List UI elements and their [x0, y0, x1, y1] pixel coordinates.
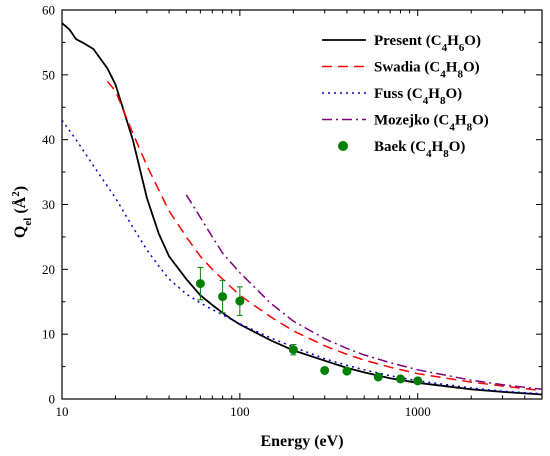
y-tick-label: 30	[42, 197, 55, 212]
data-point	[342, 366, 352, 376]
data-point	[288, 345, 298, 355]
series-line	[62, 22, 542, 396]
data-point	[235, 296, 245, 306]
x-tick-label: 100	[230, 404, 250, 419]
legend-item: Fuss (C4H8O)	[322, 86, 462, 107]
legend: Present (C4H6O) Swadia (C4H8O) Fuss (C4H8O…	[322, 33, 489, 160]
data-point	[320, 365, 330, 375]
data-point	[373, 372, 383, 382]
data-point	[395, 374, 405, 384]
data-point	[413, 376, 423, 386]
legend-marker	[338, 141, 348, 151]
legend-item: Swadia (C4H8O)	[322, 60, 480, 81]
legend-item: Present (C4H6O)	[322, 33, 481, 54]
x-axis-label: Energy (eV)	[260, 433, 343, 450]
x-tick-label: 10	[56, 404, 69, 419]
legend-item: Mozejko (C4H8O)	[322, 113, 489, 134]
series-layer	[62, 22, 542, 396]
axis-ticks	[61, 9, 543, 400]
data-point	[218, 292, 228, 302]
y-tick-label: 60	[42, 3, 55, 18]
x-tick-label: 1000	[405, 404, 431, 419]
y-axis-label: Qel (Å2)	[10, 186, 34, 238]
legend-label: Mozejko (C4H8O)	[374, 113, 489, 134]
y-tick-label: 40	[42, 132, 55, 147]
y-tick-label: 50	[42, 67, 55, 82]
series-markers	[195, 266, 423, 386]
legend-label: Fuss (C4H8O)	[374, 86, 462, 107]
y-tick-label: 10	[42, 327, 55, 342]
series-line	[185, 194, 542, 391]
legend-label: Swadia (C4H8O)	[374, 60, 480, 81]
series-line	[106, 80, 542, 392]
legend-item: Baek (C4H8O)	[338, 139, 465, 160]
y-tick-label: 0	[49, 392, 56, 407]
legend-label: Baek (C4H8O)	[374, 139, 465, 160]
legend-label: Present (C4H6O)	[374, 33, 481, 54]
data-point	[195, 279, 205, 289]
y-tick-label: 20	[42, 262, 55, 277]
